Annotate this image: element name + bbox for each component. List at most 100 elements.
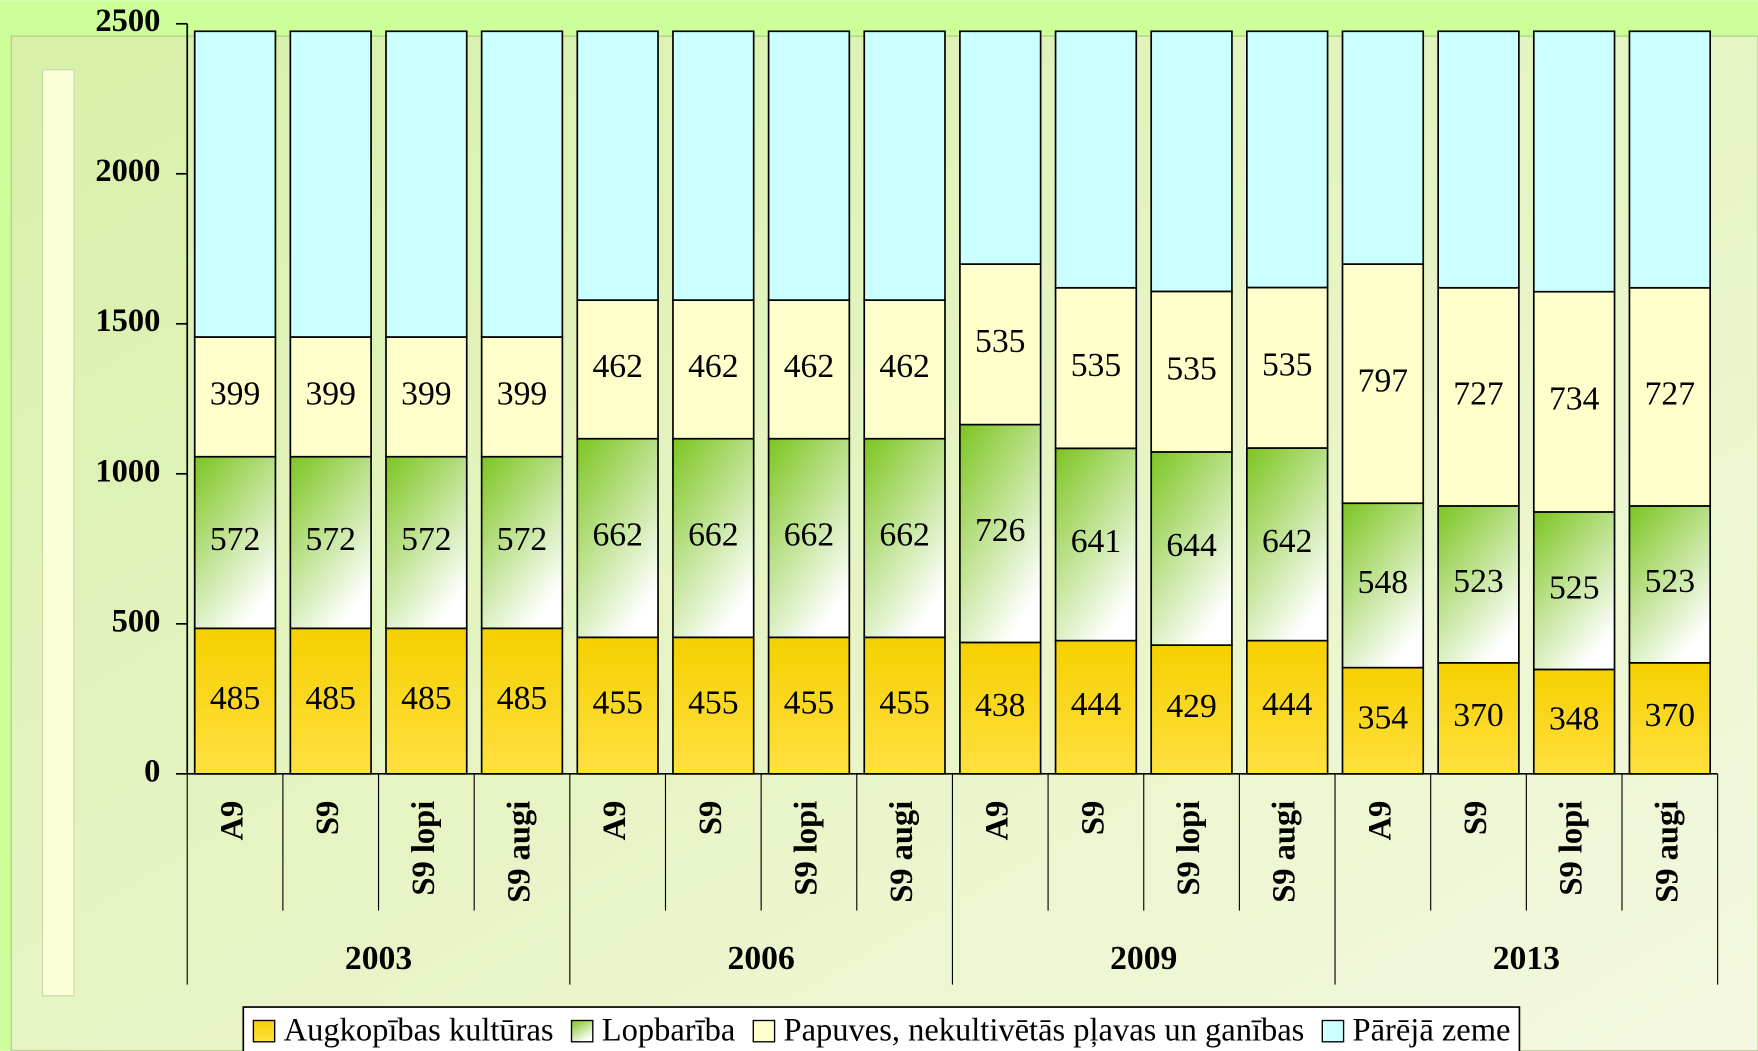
bar-segment xyxy=(1628,30,1712,289)
bar-segment xyxy=(1628,505,1712,664)
y-tick-label: 1000 xyxy=(95,453,160,489)
bar-segment xyxy=(1628,661,1712,775)
bar-segment xyxy=(1246,639,1329,775)
legend-swatch xyxy=(752,1019,776,1043)
legend-swatch xyxy=(252,1019,276,1043)
x-tick-label: A9 xyxy=(1362,801,1398,841)
bar-segment xyxy=(767,299,851,440)
bar-segment xyxy=(576,437,659,639)
data-label: 644 xyxy=(1166,527,1217,564)
bar-segment xyxy=(193,627,277,775)
data-label: 642 xyxy=(1262,523,1312,560)
bar-segment xyxy=(1532,290,1616,513)
bar-segment xyxy=(672,299,755,440)
legend: Augkopības kultūras Lopbarība Papuves, nek… xyxy=(242,1006,1521,1051)
data-label: 462 xyxy=(688,348,738,385)
data-label: 797 xyxy=(1358,362,1408,399)
x-tick-label: S9 lopi xyxy=(788,801,824,896)
bar-segment xyxy=(1054,30,1138,289)
group-label: 2009 xyxy=(1110,940,1177,977)
bar-segment xyxy=(289,336,372,458)
bar-segment xyxy=(289,455,372,630)
bar-segment xyxy=(193,455,277,630)
data-label: 641 xyxy=(1071,523,1121,560)
data-label: 455 xyxy=(688,684,738,721)
legend-swatch xyxy=(1321,1019,1345,1043)
bar-segment xyxy=(1437,286,1520,507)
data-label: 444 xyxy=(1071,686,1122,723)
y-tick-label: 2000 xyxy=(95,153,160,189)
data-label: 535 xyxy=(1071,347,1121,384)
data-label: 462 xyxy=(879,348,929,385)
x-tick-label: S9 lopi xyxy=(406,801,442,896)
bar-segment xyxy=(863,299,946,440)
legend-box xyxy=(242,1006,1521,1051)
bar-segment xyxy=(1150,30,1233,293)
bar-segment xyxy=(385,455,468,630)
data-label: 572 xyxy=(305,521,355,558)
data-label: 727 xyxy=(1453,376,1503,413)
y-tick-label: 500 xyxy=(112,603,161,639)
group-label: 2003 xyxy=(345,940,412,977)
side-panel xyxy=(42,69,75,997)
bar-segment xyxy=(1341,502,1425,669)
data-label: 734 xyxy=(1549,381,1600,418)
bar-segment xyxy=(1054,639,1138,775)
data-label: 572 xyxy=(401,521,451,558)
data-label: 525 xyxy=(1549,569,1599,606)
bar-segment xyxy=(289,627,372,775)
bar-segment xyxy=(672,30,755,301)
bar-segment xyxy=(1437,30,1520,289)
bar-segment xyxy=(1628,286,1712,507)
bar-segment xyxy=(1150,644,1233,775)
data-label: 399 xyxy=(401,376,451,413)
bar-segment xyxy=(576,30,659,301)
x-tick-label: A9 xyxy=(597,801,633,841)
bar-segment xyxy=(385,30,468,338)
data-label: 462 xyxy=(784,348,834,385)
bar-segment xyxy=(672,636,755,775)
bar-segment xyxy=(576,299,659,440)
bar-segment xyxy=(863,437,946,639)
data-label: 370 xyxy=(1645,697,1695,734)
bar-segment xyxy=(1341,263,1425,505)
data-label: 523 xyxy=(1645,563,1695,600)
x-tick-label: S9 lopi xyxy=(1171,801,1207,896)
bar-segment xyxy=(1246,30,1329,289)
bar-segment xyxy=(1532,30,1616,293)
x-tick-label: A9 xyxy=(215,801,251,841)
bar-segment xyxy=(959,423,1042,644)
data-label: 535 xyxy=(1262,346,1312,383)
data-label: 399 xyxy=(497,376,547,413)
data-label: 662 xyxy=(688,517,738,554)
x-tick-label: S9 xyxy=(1075,801,1111,835)
data-label: 438 xyxy=(975,687,1025,724)
data-label: 662 xyxy=(879,517,929,554)
bar-segment xyxy=(672,437,755,639)
data-label: 572 xyxy=(497,521,547,558)
data-label: 455 xyxy=(784,684,834,721)
data-label: 535 xyxy=(1166,350,1216,387)
bar-segment xyxy=(193,336,277,458)
data-label: 348 xyxy=(1549,700,1599,737)
data-label: 485 xyxy=(210,680,260,717)
bar-segment xyxy=(767,437,851,639)
y-tick-label: 0 xyxy=(144,753,160,789)
y-tick-label: 2500 xyxy=(95,3,160,39)
bar-segment xyxy=(1341,30,1425,265)
data-label: 572 xyxy=(210,521,260,558)
x-tick-label: S9 augi xyxy=(501,801,537,903)
data-label: 399 xyxy=(305,376,355,413)
x-tick-label: S9 augi xyxy=(1267,801,1303,903)
bar-segment xyxy=(1246,447,1329,642)
legend-label: Lopbarība xyxy=(602,1012,736,1048)
bar-segment xyxy=(863,30,946,301)
x-tick-label: S9 augi xyxy=(1649,801,1685,903)
legend-swatch xyxy=(570,1019,594,1043)
data-label: 455 xyxy=(592,684,642,721)
bar-segment xyxy=(767,636,851,775)
bar-segment xyxy=(1437,661,1520,775)
legend-label: Augkopības kultūras xyxy=(284,1012,554,1048)
x-tick-label: A9 xyxy=(980,801,1016,841)
